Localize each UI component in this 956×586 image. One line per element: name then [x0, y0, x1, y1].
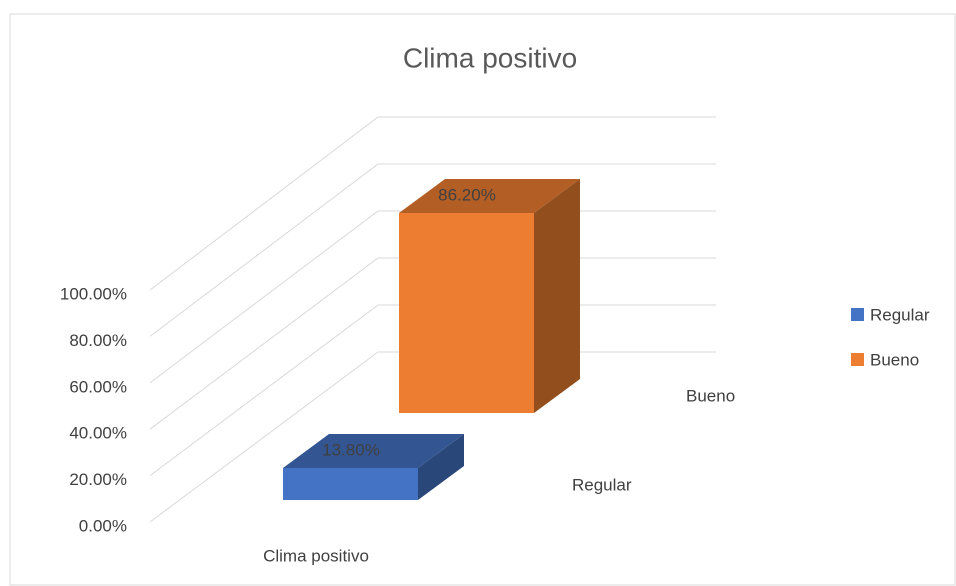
depth-label: Bueno [686, 386, 735, 405]
bar-top [283, 433, 464, 468]
chart-title: Clima positivo [403, 42, 577, 73]
bar-side [418, 433, 464, 500]
y-tick-label: 20.00% [69, 470, 127, 489]
legend-swatch [851, 353, 864, 366]
grid-line [149, 257, 716, 430]
grid-line [149, 351, 716, 523]
data-label: 86.20% [438, 186, 496, 205]
grid-line [149, 304, 716, 477]
y-tick-label: 40.00% [69, 424, 127, 443]
y-tick-label: 0.00% [79, 516, 127, 535]
y-tick-label: 80.00% [69, 331, 127, 350]
grid-line [149, 210, 716, 384]
bar [283, 467, 418, 500]
y-tick-label: 100.00% [60, 284, 127, 303]
bar-top [399, 179, 580, 214]
legend-label: Bueno [870, 350, 919, 369]
data-label: 13.80% [322, 440, 380, 459]
bar-side [534, 179, 580, 413]
legend-label: Regular [870, 305, 930, 324]
depth-label: Regular [572, 475, 632, 494]
bar [399, 213, 534, 413]
grid-line [149, 116, 716, 291]
x-tick-label: Clima positivo [263, 546, 369, 565]
grid-line [149, 163, 716, 337]
legend-swatch [851, 308, 864, 321]
y-tick-label: 60.00% [69, 377, 127, 396]
